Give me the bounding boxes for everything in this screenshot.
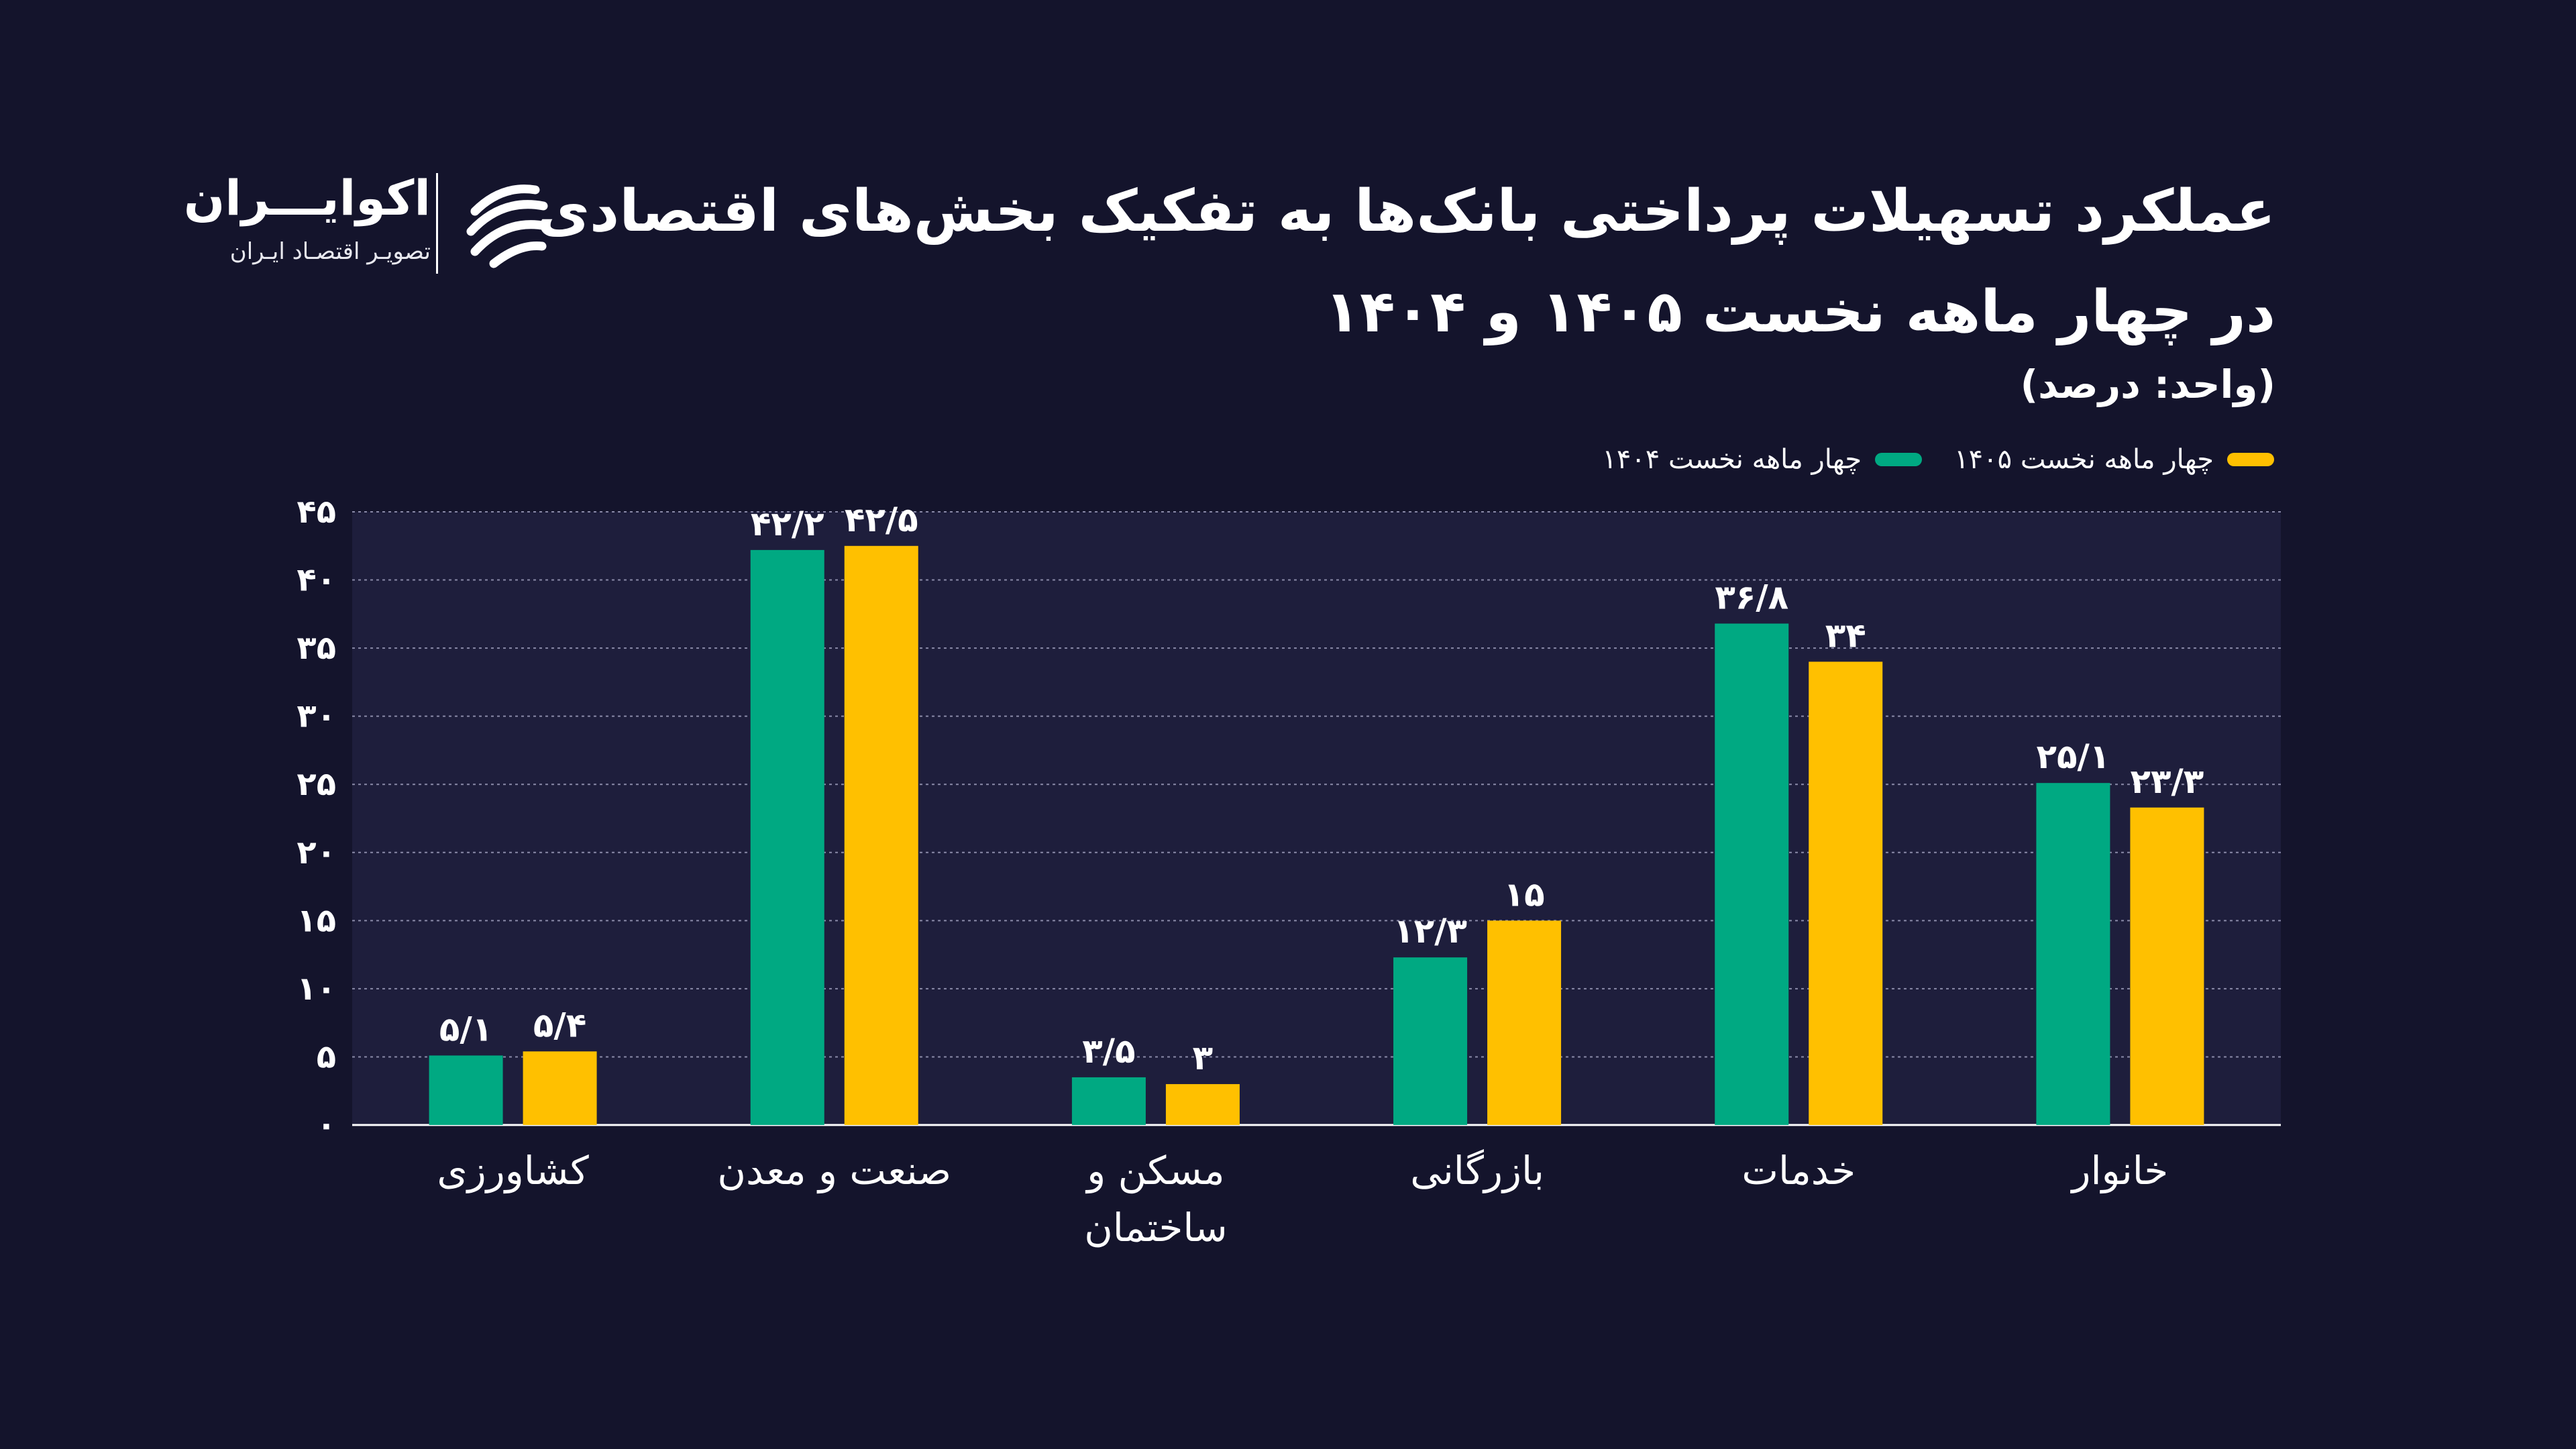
data-label: ۵/۱ [439,1010,492,1049]
data-label: ۲۵/۱ [2037,737,2110,776]
y-tick-label: ۲۵ [297,765,336,803]
unit-label: (واحد: درصد) [2020,362,2275,407]
legend: چهار ماهه نخست ۱۴۰۵ چهار ماهه نخست ۱۴۰۴ [1602,439,2274,480]
x-category-label: صنعت و معدن [717,1148,951,1194]
y-tick-label: ۱۵ [297,902,336,939]
bar [844,545,918,1125]
chart-title: عملکرد تسهیلات پرداختی بانک‌ها به تفکیک … [531,161,2275,362]
x-category-label: خانوار [2070,1148,2169,1194]
y-tick-label: ۳۵ [297,629,336,667]
chart-title-line-1: عملکرد تسهیلات پرداختی بانک‌ها به تفکیک … [537,178,2275,245]
bar [1487,920,1562,1125]
plot-area [352,512,2281,1125]
data-label: ۱۲/۳ [1393,912,1467,951]
legend-swatch-yellow [2227,453,2274,466]
y-tick-label: ۵ [317,1038,336,1075]
data-label: ۲۳/۳ [2131,762,2204,801]
y-tick-label: ۱۰ [297,970,336,1008]
data-label: ۳ [1193,1038,1214,1077]
bar [2036,783,2110,1125]
data-label: ۵/۴ [533,1006,586,1044]
x-category-label: بازرگانی [1410,1148,1544,1193]
bar [429,1055,503,1125]
bar [750,549,824,1125]
bar [1809,661,1883,1125]
x-category-label: مسکن و [1085,1148,1224,1194]
bar [1071,1077,1146,1125]
bar [2130,807,2204,1125]
ecoiran-logo-icon [466,184,551,268]
bar [1165,1084,1240,1125]
x-category-label: کشاورزی [437,1148,589,1194]
data-label: ۳۴ [1825,616,1866,655]
chart-title-line-2: در چهار ماهه نخست ۱۴۰۵ و ۱۴۰۴ [1324,278,2275,345]
data-label: ۳۶/۸ [1715,578,1788,617]
y-tick-label: ۴۵ [297,493,336,531]
brand-logo: اکوایـــران تصویـر اقتصـاد ایـران [183,161,564,282]
legend-item-1405: چهار ماهه نخست ۱۴۰۵ [1954,439,2274,480]
y-tick-label: ۴۰ [297,561,336,599]
legend-label-1405: چهار ماهه نخست ۱۴۰۵ [1954,444,2214,475]
y-tick-label: ۰ [317,1106,336,1144]
bar [1393,957,1468,1125]
legend-item-1404: چهار ماهه نخست ۱۴۰۴ [1602,439,1923,480]
data-label: ۱۵ [1504,875,1545,914]
y-tick-label: ۲۰ [297,834,336,871]
legend-swatch-green [1875,453,1923,466]
y-tick-label: ۳۰ [297,698,336,735]
bar [523,1051,597,1125]
logo-divider [436,173,438,274]
x-category-label: خدمات [1741,1148,1856,1193]
legend-label-1404: چهار ماهه نخست ۱۴۰۴ [1602,444,1862,475]
x-category-label: ساختمان [1084,1205,1227,1250]
data-label: ۳/۵ [1082,1032,1135,1071]
data-label: ۴۲/۵ [845,500,918,539]
data-label: ۴۲/۲ [751,504,824,543]
bar [1715,623,1789,1125]
brand-tagline: تصویـر اقتصـاد ایـران [229,238,431,265]
brand-name: اکوایـــران [183,170,431,226]
